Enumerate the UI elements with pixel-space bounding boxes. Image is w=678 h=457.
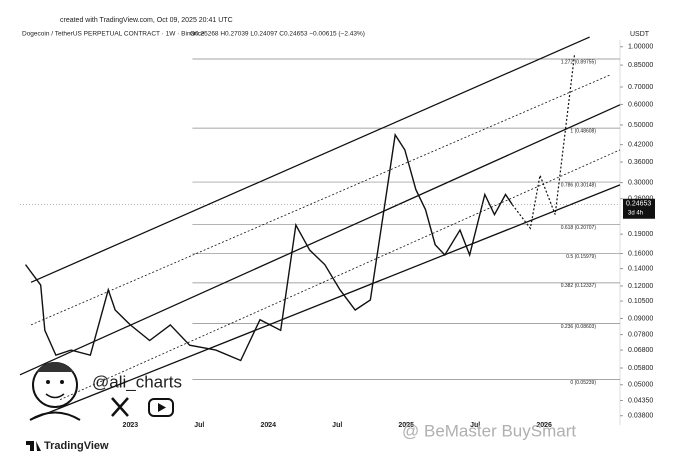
price-line (24, 132, 513, 362)
x-tick-label: Jul (332, 422, 342, 429)
fib-label: 0.786 (0.30148) (561, 182, 597, 188)
fib-label: 0 (0.05239) (570, 380, 596, 386)
y-tick-label: 0.05000 (628, 382, 653, 389)
countdown: 3d 4h (628, 210, 643, 216)
y-tick-label: 0.06800 (628, 347, 653, 354)
last-price-box (623, 198, 655, 219)
y-tick-label: 0.05800 (628, 365, 653, 372)
y-tick-label: 0.70000 (628, 84, 653, 91)
fib-label: 0.236 (0.08603) (561, 324, 597, 330)
currency: USDT (630, 31, 650, 38)
y-tick-label: 0.09000 (628, 315, 653, 322)
author: @ali_charts (92, 372, 182, 391)
created-note: created with TradingView.com, Oct 09, 20… (60, 17, 233, 24)
trendline (30, 184, 621, 421)
x-tick-label: 2026 (536, 422, 552, 429)
x-logo (111, 397, 129, 417)
avatar (29, 362, 81, 421)
y-tick-label: 0.04350 (628, 397, 653, 404)
fib-label: 0.382 (0.12337) (561, 283, 597, 289)
fib-label: 1 (0.48608) (570, 128, 596, 134)
fib-label: 1.272 (0.89755) (561, 59, 597, 65)
watermark: @ BeMaster BuySmart (402, 421, 576, 440)
youtube-logo (148, 398, 174, 417)
y-tick-label: 0.07800 (628, 331, 653, 338)
y-tick-label: 0.50000 (628, 122, 653, 129)
trendline (30, 36, 590, 283)
y-tick-label: 0.36000 (628, 159, 653, 166)
trendline (19, 104, 621, 376)
y-tick-label: 0.60000 (628, 101, 653, 108)
y-tick-label: 0.19000 (628, 231, 653, 238)
x-tick-label: 2025 (398, 422, 414, 429)
x-tick-label: 2024 (260, 422, 276, 429)
chart-title: Dogecoin / TetherUS PERPETUAL CONTRACT ·… (22, 31, 205, 38)
brand-logo (26, 441, 41, 451)
x-tick-label: Jul (194, 422, 204, 429)
last-price-label: 0.24653 (626, 201, 651, 208)
y-tick-label: 0.42000 (628, 141, 653, 148)
fib-label: 0.618 (0.20707) (561, 225, 597, 231)
x-tick-label: Jul (470, 422, 480, 429)
fib-label: 0.5 (0.15979) (566, 254, 596, 260)
y-tick-label: 1.00000 (628, 44, 653, 51)
x-tick-label: 2023 (123, 422, 139, 429)
ohlc: O0.25268 H0.27039 L0.24097 C0.24653 −0.0… (190, 31, 365, 38)
brand: TradingView (44, 440, 109, 452)
y-tick-label: 0.03800 (628, 413, 653, 420)
y-tick-label: 0.30000 (628, 179, 653, 186)
y-tick-label: 0.16000 (628, 250, 653, 257)
y-tick-label: 0.12000 (628, 283, 653, 290)
y-tick-label: 0.14000 (628, 265, 653, 272)
y-tick-label: 0.85000 (628, 62, 653, 69)
trendline (30, 74, 611, 326)
y-tick-label: 0.10500 (628, 298, 653, 305)
